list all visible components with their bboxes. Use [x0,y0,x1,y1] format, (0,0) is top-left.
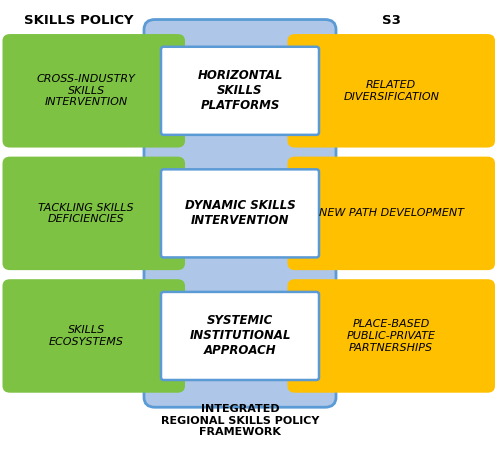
FancyBboxPatch shape [288,34,495,148]
FancyBboxPatch shape [2,279,185,393]
Text: S3: S3 [382,14,400,27]
Text: HORIZONTAL
SKILLS
PLATFORMS: HORIZONTAL SKILLS PLATFORMS [198,69,282,112]
FancyBboxPatch shape [161,292,319,380]
FancyBboxPatch shape [144,20,336,407]
FancyBboxPatch shape [288,279,495,393]
Text: SYSTEMIC
INSTITUTIONAL
APPROACH: SYSTEMIC INSTITUTIONAL APPROACH [189,315,291,357]
Text: PLACE-BASED
PUBLIC-PRIVATE
PARTNERSHIPS: PLACE-BASED PUBLIC-PRIVATE PARTNERSHIPS [347,319,436,353]
Text: RELATED
DIVERSIFICATION: RELATED DIVERSIFICATION [343,80,440,102]
Text: INTEGRATED
REGIONAL SKILLS POLICY
FRAMEWORK: INTEGRATED REGIONAL SKILLS POLICY FRAMEW… [161,404,319,437]
FancyBboxPatch shape [161,169,319,257]
Text: TACKLING SKILLS
DEFICIENCIES: TACKLING SKILLS DEFICIENCIES [38,202,134,224]
Text: SKILLS POLICY: SKILLS POLICY [24,14,134,27]
FancyBboxPatch shape [2,157,185,270]
Text: NEW PATH DEVELOPMENT: NEW PATH DEVELOPMENT [319,208,464,218]
FancyBboxPatch shape [288,157,495,270]
FancyBboxPatch shape [2,34,185,148]
FancyBboxPatch shape [161,47,319,135]
Text: SKILLS
ECOSYSTEMS: SKILLS ECOSYSTEMS [49,325,124,347]
Text: CROSS-INDUSTRY
SKILLS
INTERVENTION: CROSS-INDUSTRY SKILLS INTERVENTION [37,74,136,108]
Text: DYNAMIC SKILLS
INTERVENTION: DYNAMIC SKILLS INTERVENTION [184,199,296,227]
